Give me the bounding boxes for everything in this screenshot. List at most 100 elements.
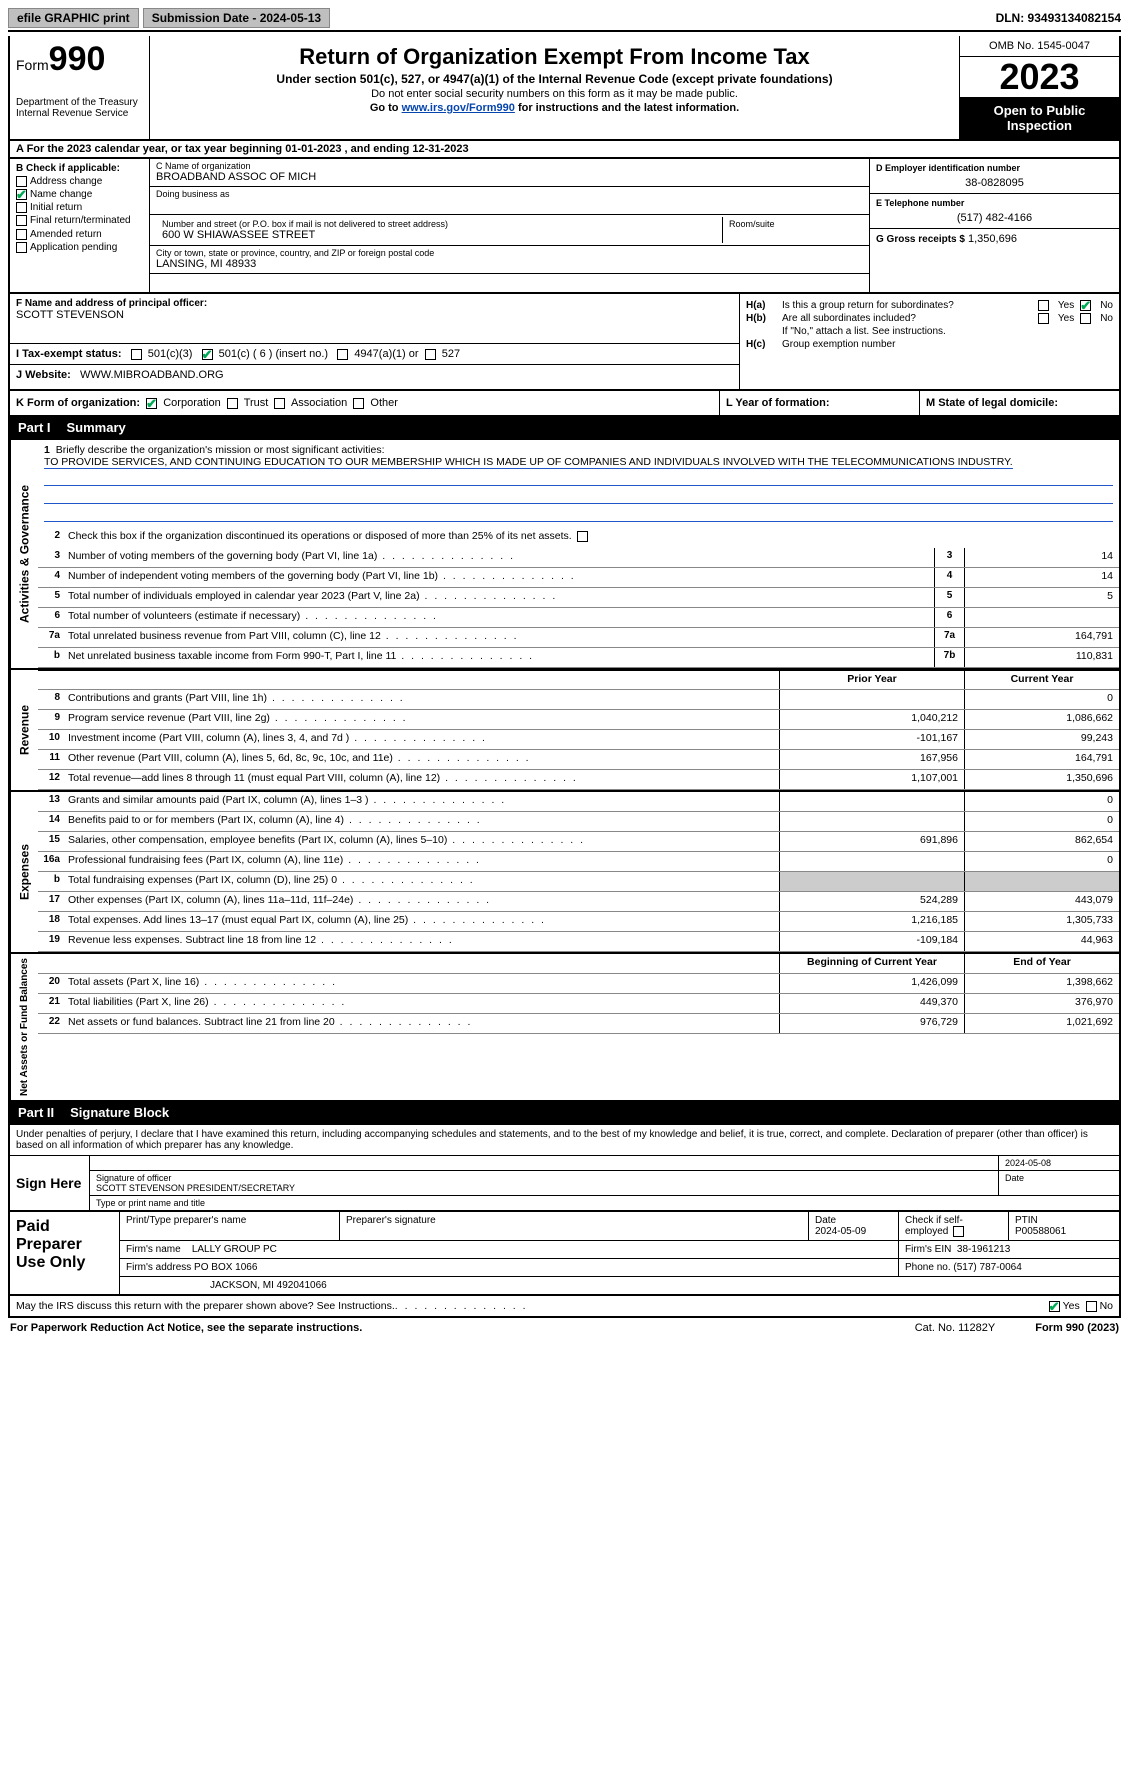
vtab-revenue: Revenue <box>10 670 38 790</box>
curr-10: 99,243 <box>964 730 1119 749</box>
sig-officer-label: Signature of officer <box>96 1173 171 1183</box>
prior-15: 691,896 <box>779 832 964 851</box>
paid-preparer: Paid Preparer Use Only Print/Type prepar… <box>8 1212 1121 1296</box>
hb-yes[interactable] <box>1038 313 1049 324</box>
chk-b-3[interactable] <box>16 215 27 226</box>
paid-title: Paid Preparer Use Only <box>10 1212 120 1294</box>
phone-value: (517) 482-4166 <box>876 212 1113 224</box>
chk-b-2[interactable] <box>16 202 27 213</box>
curr-8: 0 <box>964 690 1119 709</box>
chk-other[interactable] <box>353 398 364 409</box>
line-17: Other expenses (Part IX, column (A), lin… <box>64 892 779 911</box>
hdr-curr: Current Year <box>964 671 1119 689</box>
line-19: Revenue less expenses. Subtract line 18 … <box>64 932 779 951</box>
section-revenue: Revenue Prior Year Current Year 8Contrib… <box>8 670 1121 792</box>
line-8: Contributions and grants (Part VIII, lin… <box>64 690 779 709</box>
footer-mid: Cat. No. 11282Y <box>915 1322 996 1334</box>
curr-15: 862,654 <box>964 832 1119 851</box>
gross-value: 1,350,696 <box>968 233 1017 245</box>
row-k-label: K Form of organization: <box>16 397 140 409</box>
discuss-text: May the IRS discuss this return with the… <box>16 1300 395 1312</box>
row-j-label: J Website: <box>16 369 71 381</box>
sig-date1: 2024-05-08 <box>1005 1158 1051 1168</box>
discuss-no[interactable] <box>1086 1301 1097 1312</box>
line-15: Salaries, other compensation, employee b… <box>64 832 779 851</box>
prior-8 <box>779 690 964 709</box>
hb-no[interactable] <box>1080 313 1091 324</box>
curr-19: 44,963 <box>964 932 1119 951</box>
city-label: City or town, state or province, country… <box>156 248 863 258</box>
prior-11: 167,956 <box>779 750 964 769</box>
dept-treasury: Department of the Treasury Internal Reve… <box>16 97 143 119</box>
line-10: Investment income (Part VIII, column (A)… <box>64 730 779 749</box>
ag-val-6 <box>964 608 1119 627</box>
top-bar: efile GRAPHIC print Submission Date - 20… <box>8 8 1121 32</box>
prior-18: 1,216,185 <box>779 912 964 931</box>
chk-527[interactable] <box>425 349 436 360</box>
section-expenses: Expenses 13Grants and similar amounts pa… <box>8 792 1121 954</box>
sig-type-label: Type or print name and title <box>90 1196 1119 1210</box>
prior-9: 1,040,212 <box>779 710 964 729</box>
irs-link[interactable]: www.irs.gov/Form990 <box>402 102 515 114</box>
section-netassets: Net Assets or Fund Balances Beginning of… <box>8 954 1121 1102</box>
website-value: WWW.MIBROADBAND.ORG <box>80 369 224 381</box>
line-13: Grants and similar amounts paid (Part IX… <box>64 792 779 811</box>
line-12: Total revenue—add lines 8 through 11 (mu… <box>64 770 779 789</box>
signature-block: Under penalties of perjury, I declare th… <box>8 1125 1121 1212</box>
ha-text: Is this a group return for subordinates? <box>782 300 1038 311</box>
chk-4947[interactable] <box>337 349 348 360</box>
footer-left: For Paperwork Reduction Act Notice, see … <box>10 1322 362 1334</box>
line-9: Program service revenue (Part VIII, line… <box>64 710 779 729</box>
chk-b-label-2: Initial return <box>30 202 82 213</box>
ag-val-7a: 164,791 <box>964 628 1119 647</box>
chk-501c[interactable] <box>202 349 213 360</box>
footer: For Paperwork Reduction Act Notice, see … <box>8 1318 1121 1338</box>
prior-17: 524,289 <box>779 892 964 911</box>
efile-button[interactable]: efile GRAPHIC print <box>8 8 139 28</box>
prior-12: 1,107,001 <box>779 770 964 789</box>
header-sub1: Under section 501(c), 527, or 4947(a)(1)… <box>156 72 953 86</box>
ag-val-4: 14 <box>964 568 1119 587</box>
form-label: Form <box>16 57 49 73</box>
chk-b-0[interactable] <box>16 176 27 187</box>
ein-label: D Employer identification number <box>876 163 1113 173</box>
chk-b-label-0: Address change <box>30 176 102 187</box>
chk-discontinued[interactable] <box>577 531 588 542</box>
row-m-label: M State of legal domicile: <box>926 397 1058 409</box>
line-22: Net assets or fund balances. Subtract li… <box>64 1014 779 1033</box>
ha-yes[interactable] <box>1038 300 1049 311</box>
box-b: B Check if applicable: Address changeNam… <box>10 159 150 292</box>
prior-19: -109,184 <box>779 932 964 951</box>
tax-year: 2023 <box>960 57 1119 97</box>
chk-501c3[interactable] <box>131 349 142 360</box>
section-ag: Activities & Governance 1 Briefly descri… <box>8 440 1121 670</box>
line-11: Other revenue (Part VIII, column (A), li… <box>64 750 779 769</box>
curr-9: 1,086,662 <box>964 710 1119 729</box>
hdr-prior: Prior Year <box>779 671 964 689</box>
officer-sig-name: SCOTT STEVENSON PRESIDENT/SECRETARY <box>96 1183 295 1193</box>
chk-assoc[interactable] <box>274 398 285 409</box>
vtab-netassets: Net Assets or Fund Balances <box>10 954 38 1100</box>
prior-13 <box>779 792 964 811</box>
curr-12: 1,350,696 <box>964 770 1119 789</box>
form-header: Form990 Department of the Treasury Inter… <box>8 36 1121 141</box>
ag-line-5: Total number of individuals employed in … <box>64 588 934 607</box>
omb-number: OMB No. 1545-0047 <box>960 36 1119 57</box>
header-sub3: Go to www.irs.gov/Form990 for instructio… <box>156 102 953 114</box>
chk-selfemp[interactable] <box>953 1226 964 1237</box>
chk-b-4[interactable] <box>16 229 27 240</box>
discuss-yes[interactable] <box>1049 1301 1060 1312</box>
dln-number: DLN: 93493134082154 <box>996 11 1121 25</box>
ha-no[interactable] <box>1080 300 1091 311</box>
line-18: Total expenses. Add lines 13–17 (must eq… <box>64 912 779 931</box>
chk-b-label-3: Final return/terminated <box>30 216 131 227</box>
curr-17: 443,079 <box>964 892 1119 911</box>
chk-trust[interactable] <box>227 398 238 409</box>
line-21: Total liabilities (Part X, line 26) <box>64 994 779 1013</box>
block-fh: F Name and address of principal officer:… <box>8 294 1121 391</box>
dba-label: Doing business as <box>156 189 863 199</box>
chk-b-1[interactable] <box>16 189 27 200</box>
block-bcde: B Check if applicable: Address changeNam… <box>8 159 1121 294</box>
chk-b-5[interactable] <box>16 242 27 253</box>
chk-corp[interactable] <box>146 398 157 409</box>
